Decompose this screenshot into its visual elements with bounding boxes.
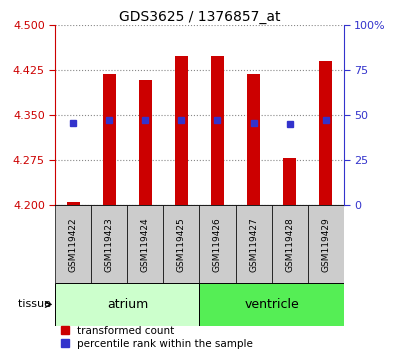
Legend: transformed count, percentile rank within the sample: transformed count, percentile rank withi… bbox=[60, 326, 253, 349]
FancyBboxPatch shape bbox=[199, 205, 235, 283]
Text: GSM119429: GSM119429 bbox=[321, 217, 330, 272]
Text: GSM119423: GSM119423 bbox=[105, 217, 114, 272]
Bar bbox=[283, 158, 296, 205]
FancyBboxPatch shape bbox=[199, 283, 344, 326]
Text: GSM119427: GSM119427 bbox=[249, 217, 258, 272]
Text: GSM119428: GSM119428 bbox=[285, 217, 294, 272]
FancyBboxPatch shape bbox=[164, 205, 199, 283]
Bar bbox=[103, 74, 116, 205]
Text: GSM119424: GSM119424 bbox=[141, 217, 150, 272]
Text: atrium: atrium bbox=[107, 298, 148, 311]
FancyBboxPatch shape bbox=[55, 283, 199, 326]
FancyBboxPatch shape bbox=[235, 205, 272, 283]
Text: GSM119422: GSM119422 bbox=[69, 217, 78, 272]
Text: tissue: tissue bbox=[18, 299, 55, 309]
Text: ventricle: ventricle bbox=[244, 298, 299, 311]
Bar bbox=[319, 61, 332, 205]
Bar bbox=[67, 202, 80, 205]
Bar bbox=[211, 56, 224, 205]
Title: GDS3625 / 1376857_at: GDS3625 / 1376857_at bbox=[119, 10, 280, 24]
Bar bbox=[247, 74, 260, 205]
Bar bbox=[175, 56, 188, 205]
FancyBboxPatch shape bbox=[272, 205, 308, 283]
Text: GSM119426: GSM119426 bbox=[213, 217, 222, 272]
FancyBboxPatch shape bbox=[308, 205, 344, 283]
Text: GSM119425: GSM119425 bbox=[177, 217, 186, 272]
FancyBboxPatch shape bbox=[127, 205, 164, 283]
FancyBboxPatch shape bbox=[91, 205, 127, 283]
FancyBboxPatch shape bbox=[55, 205, 91, 283]
Bar bbox=[139, 80, 152, 205]
